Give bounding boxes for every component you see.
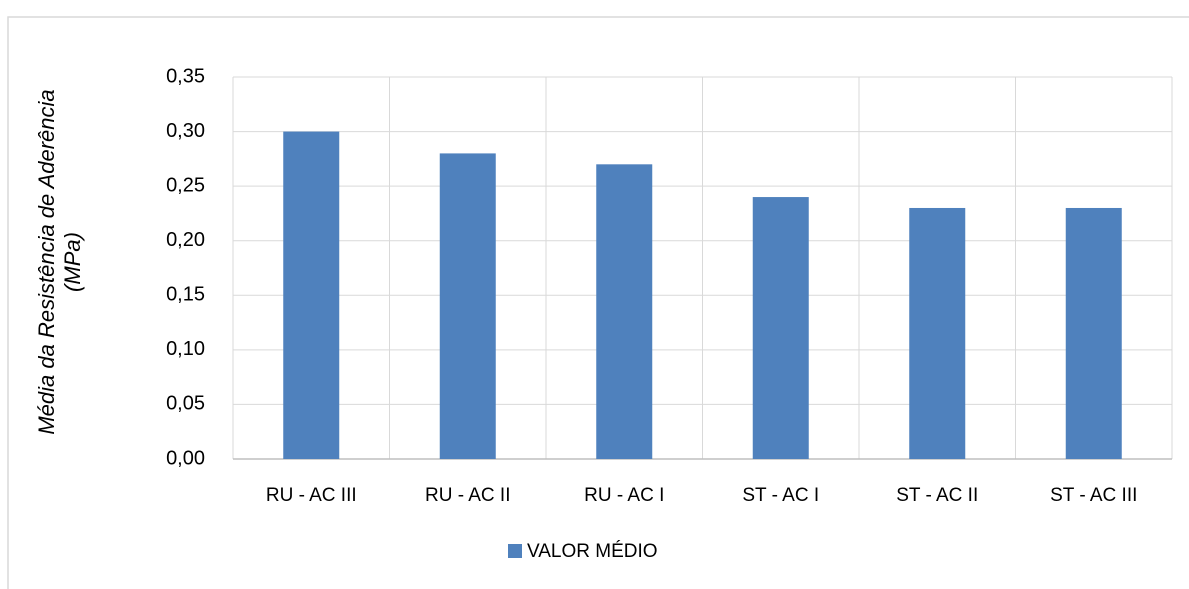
y-axis-label: Média da Resistência de Aderência (34, 89, 59, 434)
x-tick-label: RU - AC III (266, 485, 357, 506)
bar (283, 131, 340, 460)
legend-swatch (508, 544, 522, 558)
bar (752, 197, 809, 460)
y-tick-label: 0,05 (166, 393, 205, 415)
y-axis-label: (MPa) (60, 232, 85, 292)
y-tick-label: 0,35 (166, 65, 205, 87)
y-tick-label: 0,10 (166, 338, 205, 360)
y-tick-label: 0,20 (166, 229, 205, 251)
x-tick-label: ST - AC II (896, 485, 978, 506)
chart-border (7, 16, 1189, 589)
x-tick-label: RU - AC II (425, 485, 511, 506)
x-tick-label: ST - AC I (742, 485, 819, 506)
bar (439, 153, 496, 459)
bar (909, 207, 966, 459)
y-tick-label: 0,30 (166, 120, 205, 142)
bar (1065, 207, 1122, 459)
bar (596, 164, 653, 460)
y-tick-label: 0,25 (166, 174, 205, 196)
y-tick-label: 0,00 (166, 447, 205, 469)
x-tick-label: ST - AC III (1050, 485, 1137, 506)
x-tick-label: RU - AC I (584, 485, 664, 506)
y-tick-label: 0,15 (166, 284, 205, 306)
legend-label: VALOR MÉDIO (527, 541, 658, 562)
